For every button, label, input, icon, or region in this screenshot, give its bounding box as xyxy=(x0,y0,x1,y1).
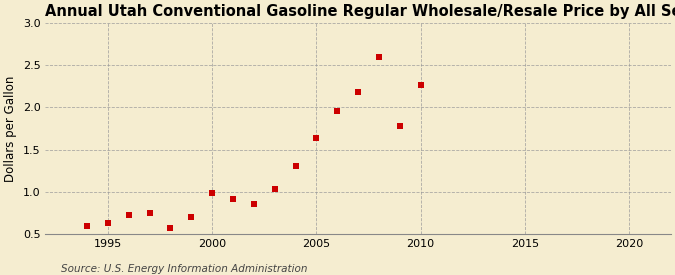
Text: Annual Utah Conventional Gasoline Regular Wholesale/Resale Price by All Sellers: Annual Utah Conventional Gasoline Regula… xyxy=(45,4,675,19)
Point xyxy=(227,197,238,202)
Point xyxy=(248,202,259,207)
Point xyxy=(311,136,322,140)
Point xyxy=(124,212,134,217)
Point xyxy=(269,187,280,191)
Point xyxy=(103,221,113,225)
Y-axis label: Dollars per Gallon: Dollars per Gallon xyxy=(4,75,17,182)
Point xyxy=(207,191,217,196)
Point xyxy=(186,215,196,219)
Point xyxy=(290,164,301,169)
Point xyxy=(144,211,155,215)
Point xyxy=(165,226,176,230)
Point xyxy=(394,124,405,128)
Text: Source: U.S. Energy Information Administration: Source: U.S. Energy Information Administ… xyxy=(61,264,307,274)
Point xyxy=(373,55,384,59)
Point xyxy=(415,82,426,87)
Point xyxy=(82,223,92,228)
Point xyxy=(332,109,343,113)
Point xyxy=(352,90,363,95)
